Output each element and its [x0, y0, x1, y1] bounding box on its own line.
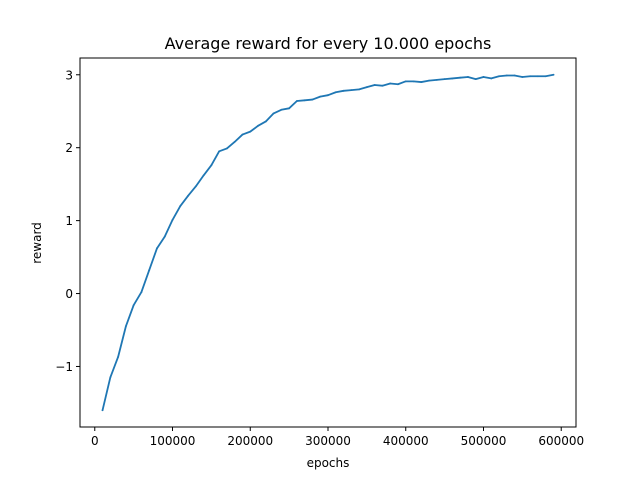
data-point [226, 147, 228, 150]
data-point [435, 78, 438, 81]
data-point [451, 77, 454, 80]
chart-title: Average reward for every 10.000 epochs [165, 34, 492, 53]
data-point [187, 194, 189, 197]
data-point [365, 86, 368, 89]
x-tick-label: 100000 [150, 434, 196, 448]
data-point [132, 304, 135, 307]
y-axis-label: reward [30, 222, 44, 264]
data-point [334, 91, 337, 94]
data-point [117, 356, 119, 358]
x-axis-label: epochs [307, 456, 350, 470]
data-point [101, 409, 104, 412]
data-point [342, 89, 345, 92]
data-point [233, 140, 236, 143]
x-tick-label: 0 [91, 434, 99, 448]
data-point [296, 100, 298, 102]
data-point [482, 76, 485, 78]
data-point [498, 75, 500, 78]
data-point [358, 88, 360, 91]
data-point [218, 150, 221, 153]
x-tick-label: 200000 [227, 434, 273, 448]
data-point [210, 164, 213, 167]
data-point [148, 269, 151, 272]
data-point [202, 174, 205, 177]
y-tick-label: −1 [55, 360, 73, 374]
data-point [381, 84, 384, 87]
x-tick-label: 600000 [538, 434, 584, 448]
data-point [521, 76, 524, 78]
data-point [428, 79, 430, 82]
data-point [412, 80, 415, 83]
data-point [194, 185, 197, 188]
data-point [156, 247, 158, 250]
data-point [280, 108, 283, 111]
data-point [179, 205, 182, 207]
plot-area [101, 73, 555, 412]
data-point [404, 80, 407, 83]
data-point [257, 124, 259, 127]
data-point [443, 78, 446, 81]
data-point [272, 112, 275, 115]
data-point [373, 84, 376, 86]
data-point [350, 89, 353, 91]
x-tick-label: 500000 [461, 434, 507, 448]
data-point [552, 73, 555, 76]
data-point [505, 74, 508, 77]
data-point [109, 376, 112, 379]
y-tick-label: 1 [65, 214, 73, 228]
x-tick-label: 300000 [305, 434, 351, 448]
y-tick-label: 0 [65, 287, 73, 301]
data-point [171, 218, 174, 221]
data-point [389, 82, 392, 85]
data-point [397, 83, 399, 86]
data-point [163, 235, 166, 238]
data-point [241, 133, 244, 136]
data-point [140, 291, 143, 293]
data-point [303, 99, 306, 102]
data-point [264, 120, 267, 123]
data-point [319, 95, 322, 98]
axes-frame [79, 57, 577, 428]
data-point [249, 130, 252, 133]
data-point [124, 325, 127, 328]
x-tick-label: 400000 [383, 434, 429, 448]
data-point [544, 75, 547, 78]
data-point [467, 76, 469, 78]
data-point [529, 75, 532, 78]
y-axis-ticks: −1 0 1 2 3 [55, 68, 80, 374]
y-tick-label: 2 [65, 141, 73, 155]
y-tick-label: 3 [65, 68, 73, 82]
data-point [513, 74, 516, 77]
data-point [490, 77, 493, 80]
data-point [537, 75, 539, 78]
x-axis-ticks: 0 100000 200000 300000 400000 500000 600000 [91, 427, 584, 448]
data-point [327, 94, 329, 97]
data-point [459, 76, 462, 79]
data-point [420, 81, 423, 83]
data-point [288, 107, 291, 110]
data-point [311, 98, 314, 101]
data-point [474, 78, 477, 81]
